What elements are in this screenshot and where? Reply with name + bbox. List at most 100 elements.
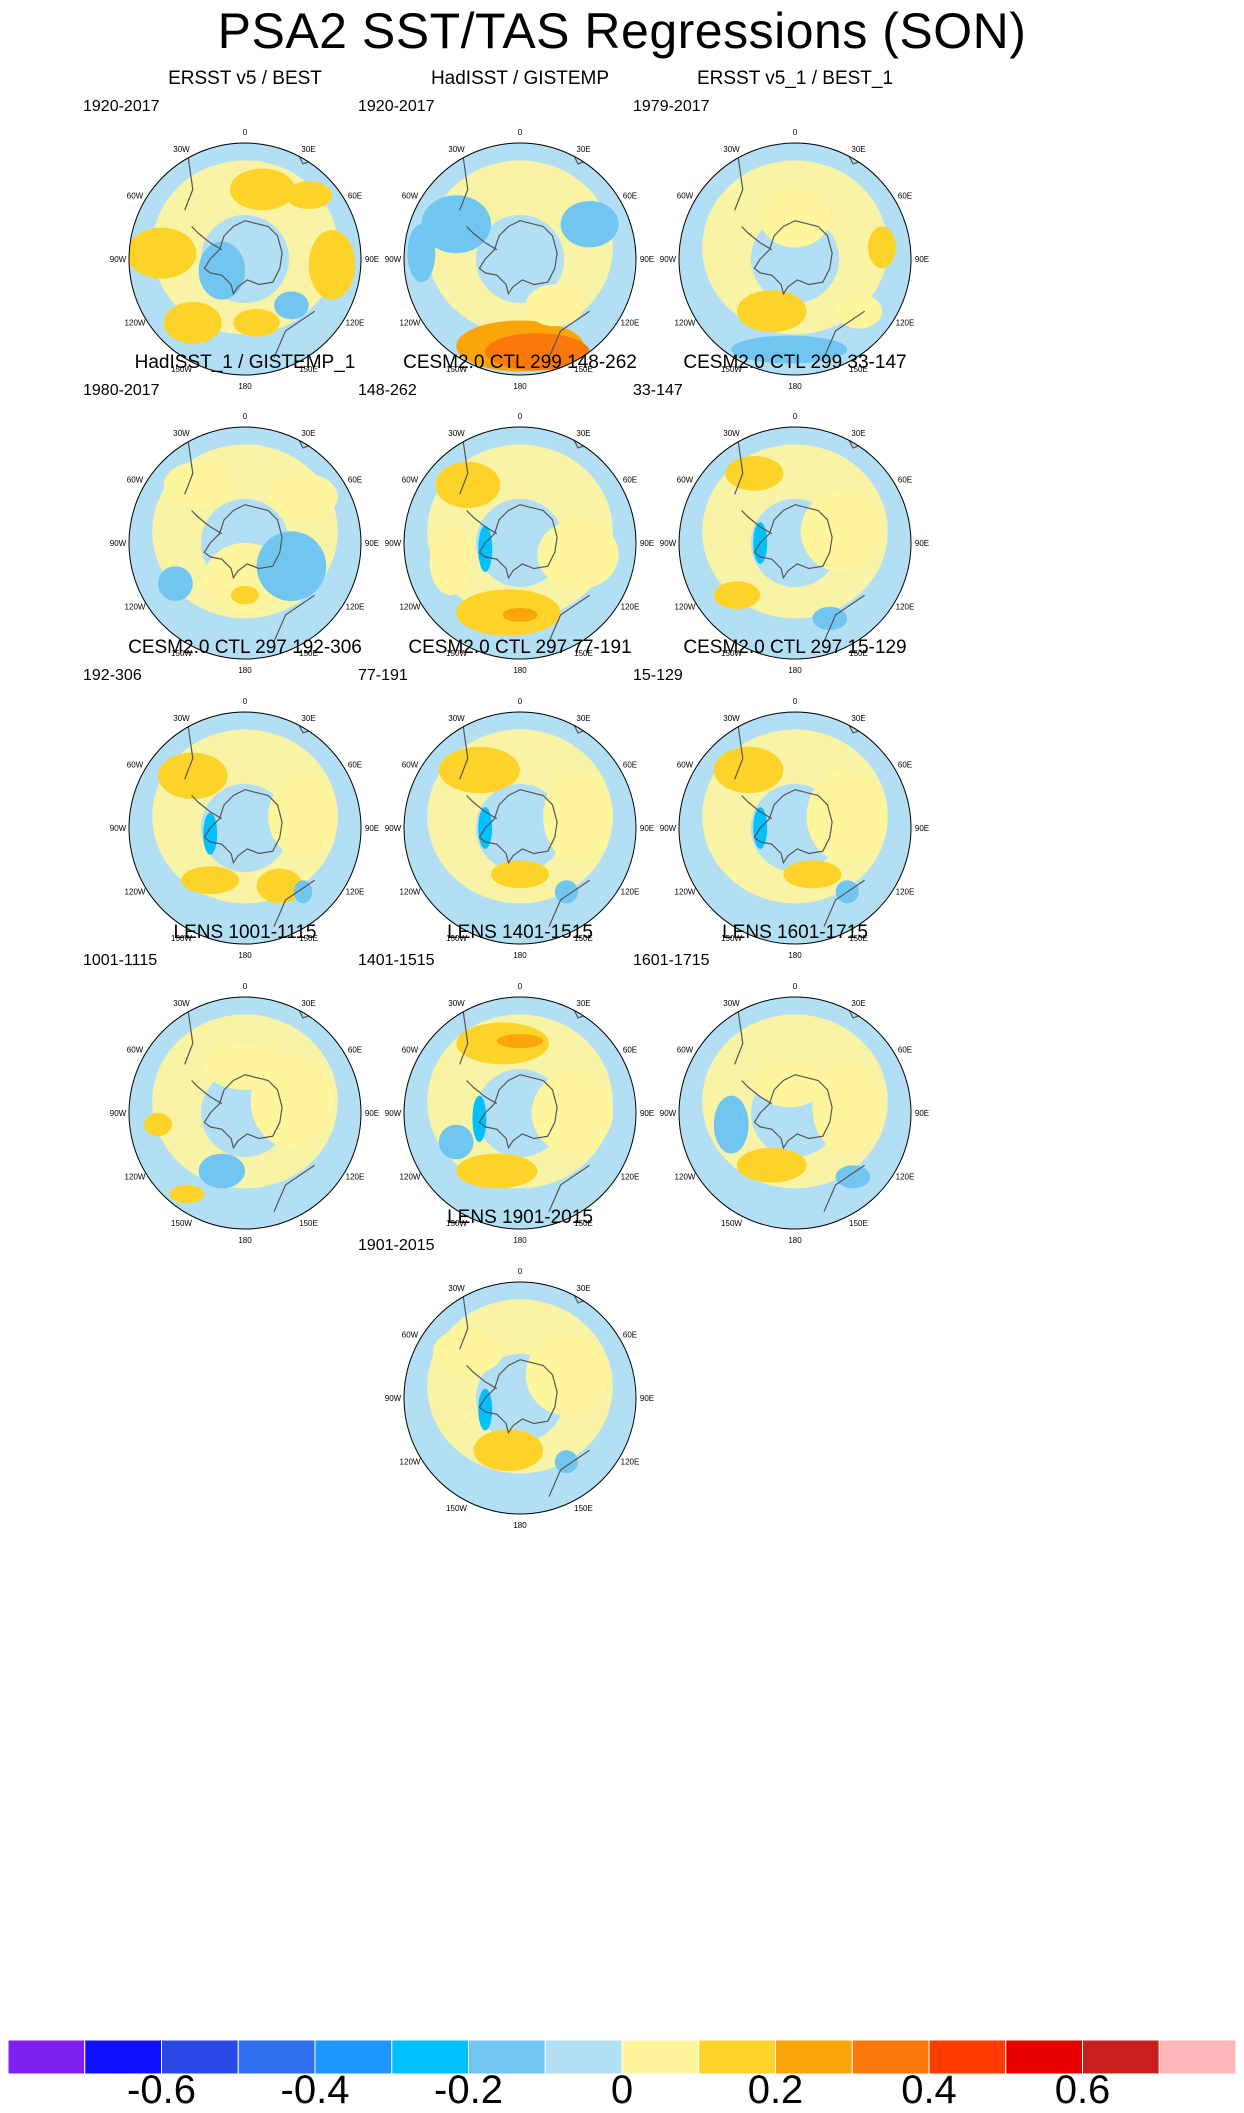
colorbar: -0.6 -0.4 -0.2 0 0.2 0.4 0.6 — [8, 2040, 1236, 2112]
map-panel: ERSST v5_1 / BEST_1 0 30E 60E 90E 120E 150E 180… — [625, 68, 965, 438]
longitude-label: 30E — [576, 429, 590, 438]
longitude-label: 0 — [793, 412, 798, 421]
longitude-label: 120W — [400, 1458, 421, 1467]
colorbar-swatch — [8, 2040, 86, 2074]
longitude-label: 0 — [243, 697, 248, 706]
longitude-label: 180 — [788, 382, 802, 391]
panel-years: 1979-2017 — [633, 98, 710, 115]
longitude-label: 120W — [675, 319, 696, 328]
longitude-label: 150E — [574, 934, 593, 943]
longitude-label: 90W — [660, 255, 677, 264]
longitude-label: 120E — [346, 603, 365, 612]
longitude-label: 30W — [723, 429, 740, 438]
polar-map: 0 30E 60E 90E 120E 150E 180 150W 120W 90W 60W 30W — [385, 697, 654, 960]
longitude-label: 180 — [788, 951, 802, 960]
longitude-label: 60W — [677, 761, 694, 770]
colorbar-swatch — [1082, 2040, 1160, 2074]
longitude-label: 120W — [125, 888, 146, 897]
longitude-label: 30W — [448, 714, 465, 723]
longitude-label: 120W — [125, 603, 146, 612]
longitude-label: 180 — [513, 1521, 527, 1530]
longitude-label: 90W — [660, 1109, 677, 1118]
longitude-label: 90E — [640, 539, 654, 548]
polar-map: 0 30E 60E 90E 120E 150E 180 150W 120W 90W 60W 30W — [110, 697, 379, 960]
longitude-label: 30E — [851, 145, 865, 154]
longitude-label: 120W — [125, 1173, 146, 1182]
map-panel: LENS 1001-1115 0 30E 60E 90E 120E 150E 180 150W 1… — [75, 922, 415, 1292]
panel-title: LENS 1401-1515 — [447, 922, 593, 943]
longitude-label: 30W — [723, 714, 740, 723]
longitude-label: 60E — [898, 761, 912, 770]
longitude-label: 60W — [677, 476, 694, 485]
colorbar-swatch — [1005, 2040, 1083, 2074]
longitude-label: 30W — [173, 429, 190, 438]
panel-title: CESM2.0 CTL 297 192-306 — [128, 637, 362, 658]
longitude-label: 120E — [896, 1173, 915, 1182]
longitude-label: 120W — [400, 1173, 421, 1182]
longitude-label: 30W — [173, 714, 190, 723]
colorbar-label: 0.4 — [901, 2068, 957, 2112]
longitude-label: 30W — [448, 429, 465, 438]
panel-title: HadISST_1 / GISTEMP_1 — [134, 352, 356, 373]
polar-map: 0 30E 60E 90E 120E 150E 180 150W 120W 90W 60W 30W — [660, 128, 929, 391]
longitude-label: 90W — [660, 539, 677, 548]
longitude-label: 90W — [110, 255, 127, 264]
longitude-label: 30W — [723, 145, 740, 154]
map-panel: CESM2.0 CTL 297 15-129 0 30E 60E 90E 120E 150E… — [625, 637, 965, 1007]
colorbar-label: 0.2 — [747, 2068, 804, 2112]
panel-years: 77-191 — [358, 667, 408, 684]
longitude-label: 60W — [127, 1046, 144, 1055]
longitude-label: 30E — [576, 145, 590, 154]
longitude-label: 30W — [173, 145, 190, 154]
longitude-label: 90W — [385, 824, 402, 833]
longitude-label: 30W — [448, 1284, 465, 1293]
longitude-label: 90E — [915, 539, 929, 548]
colorbar-label: 0 — [610, 2068, 634, 2112]
longitude-label: 0 — [518, 412, 523, 421]
panel-years: 1980-2017 — [83, 382, 160, 399]
map-panel: ERSST v5 / BEST 0 30E 60E 90E 120E 150E 180 150W… — [75, 68, 415, 438]
longitude-label: 120E — [621, 1458, 640, 1467]
longitude-label: 120E — [621, 888, 640, 897]
longitude-label: 150E — [574, 1219, 593, 1228]
longitude-label: 60E — [623, 761, 637, 770]
panel-title: CESM2.0 CTL 299 33-147 — [683, 352, 907, 373]
panel-years: 148-262 — [358, 382, 417, 399]
polar-map: 0 30E 60E 90E 120E 150E 180 150W 120W 90W 60W 30W — [660, 412, 929, 675]
longitude-label: 120W — [675, 603, 696, 612]
panel-title: LENS 1601-1715 — [722, 922, 868, 943]
longitude-label: 180 — [238, 1236, 252, 1245]
panel-years: 1920-2017 — [83, 98, 160, 115]
panel-title: CESM2.0 CTL 299 148-262 — [403, 352, 637, 373]
longitude-label: 180 — [788, 1236, 802, 1245]
longitude-label: 150W — [721, 649, 742, 658]
panel-title: CESM2.0 CTL 297 77-191 — [408, 637, 632, 658]
panel-years: 192-306 — [83, 667, 142, 684]
longitude-label: 180 — [513, 951, 527, 960]
panel-years: 1001-1115 — [83, 952, 158, 969]
longitude-label: 0 — [793, 128, 798, 137]
longitude-label: 30W — [173, 999, 190, 1008]
map-panel: CESM2.0 CTL 299 148-262 0 30E 60E 90E 120E 150… — [350, 352, 690, 722]
longitude-label: 150E — [299, 649, 318, 658]
panel-years: 33-147 — [633, 382, 683, 399]
panel-title: LENS 1001-1115 — [173, 922, 317, 943]
longitude-label: 150E — [299, 365, 318, 374]
longitude-label: 0 — [793, 697, 798, 706]
colorbar-label: 0.6 — [1054, 2068, 1111, 2112]
longitude-label: 90E — [640, 1109, 654, 1118]
longitude-label: 30E — [576, 999, 590, 1008]
longitude-label: 180 — [788, 666, 802, 675]
longitude-label: 60E — [898, 476, 912, 485]
longitude-label: 60E — [348, 1046, 362, 1055]
colorbar-swatch — [775, 2040, 853, 2074]
longitude-label: 120W — [400, 888, 421, 897]
longitude-label: 60E — [348, 761, 362, 770]
polar-map: 0 30E 60E 90E 120E 150E 180 150W 120W 90W 60W 30W — [385, 128, 654, 391]
longitude-label: 30W — [723, 999, 740, 1008]
longitude-label: 0 — [243, 982, 248, 991]
map-panel: CESM2.0 CTL 299 33-147 0 30E 60E 90E 120E 150E… — [625, 352, 965, 722]
longitude-label: 30W — [448, 999, 465, 1008]
longitude-label: 180 — [513, 1236, 527, 1245]
longitude-label: 150W — [171, 934, 192, 943]
